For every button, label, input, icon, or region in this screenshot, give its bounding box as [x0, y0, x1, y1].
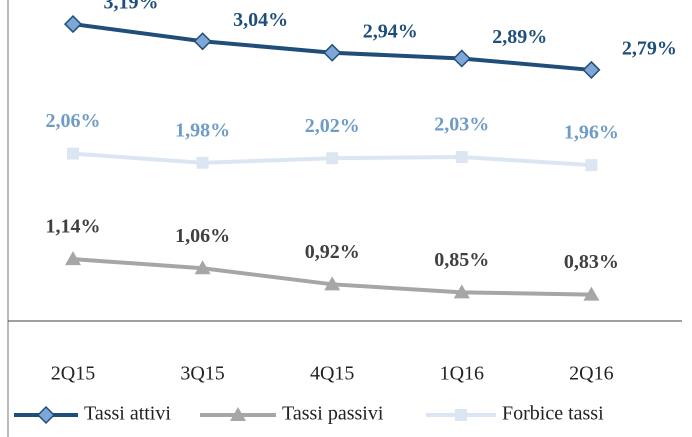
point-marker [452, 49, 471, 68]
point-marker [585, 159, 598, 172]
point-marker [453, 284, 470, 299]
point-marker [455, 151, 468, 164]
x-tick-label: 4Q15 [310, 363, 354, 385]
legend-marker [36, 405, 56, 425]
legend-label: Tassi attivi [84, 403, 171, 425]
data-label: 2,79% [622, 38, 677, 60]
x-tick-label: 2Q15 [51, 363, 95, 385]
point-marker [67, 147, 79, 160]
data-label: 1,14% [46, 216, 101, 238]
data-label: 2,06% [46, 110, 101, 132]
point-marker [323, 43, 342, 62]
data-label: 0,92% [305, 241, 360, 263]
legend-marker [230, 407, 246, 421]
data-label: 2,03% [434, 114, 489, 136]
x-tick-label: 1Q16 [440, 363, 484, 385]
point-marker [196, 156, 209, 169]
point-marker [194, 260, 211, 275]
data-label: 3,19% [104, 0, 159, 14]
point-marker [65, 251, 81, 266]
point-marker [326, 152, 339, 165]
data-label: 0,83% [564, 251, 619, 273]
point-marker [582, 60, 601, 79]
data-label: 1,98% [175, 119, 230, 141]
point-marker [193, 32, 212, 51]
point-marker [63, 15, 83, 34]
data-label: 2,94% [363, 20, 418, 42]
legend-marker [455, 409, 467, 421]
data-label: 1,06% [175, 225, 230, 247]
data-label: 1,96% [564, 122, 619, 144]
x-tick-label: 3Q15 [180, 363, 224, 385]
legend-label: Forbice tassi [502, 403, 604, 425]
legend-label: Tassi passivi [282, 403, 384, 425]
data-label: 3,04% [233, 9, 288, 31]
point-marker [324, 276, 341, 291]
data-label: 0,85% [434, 249, 489, 271]
point-marker [583, 286, 600, 301]
data-label: 2,89% [492, 26, 547, 48]
x-tick-label: 2Q16 [569, 363, 613, 385]
data-label: 2,02% [305, 115, 360, 137]
